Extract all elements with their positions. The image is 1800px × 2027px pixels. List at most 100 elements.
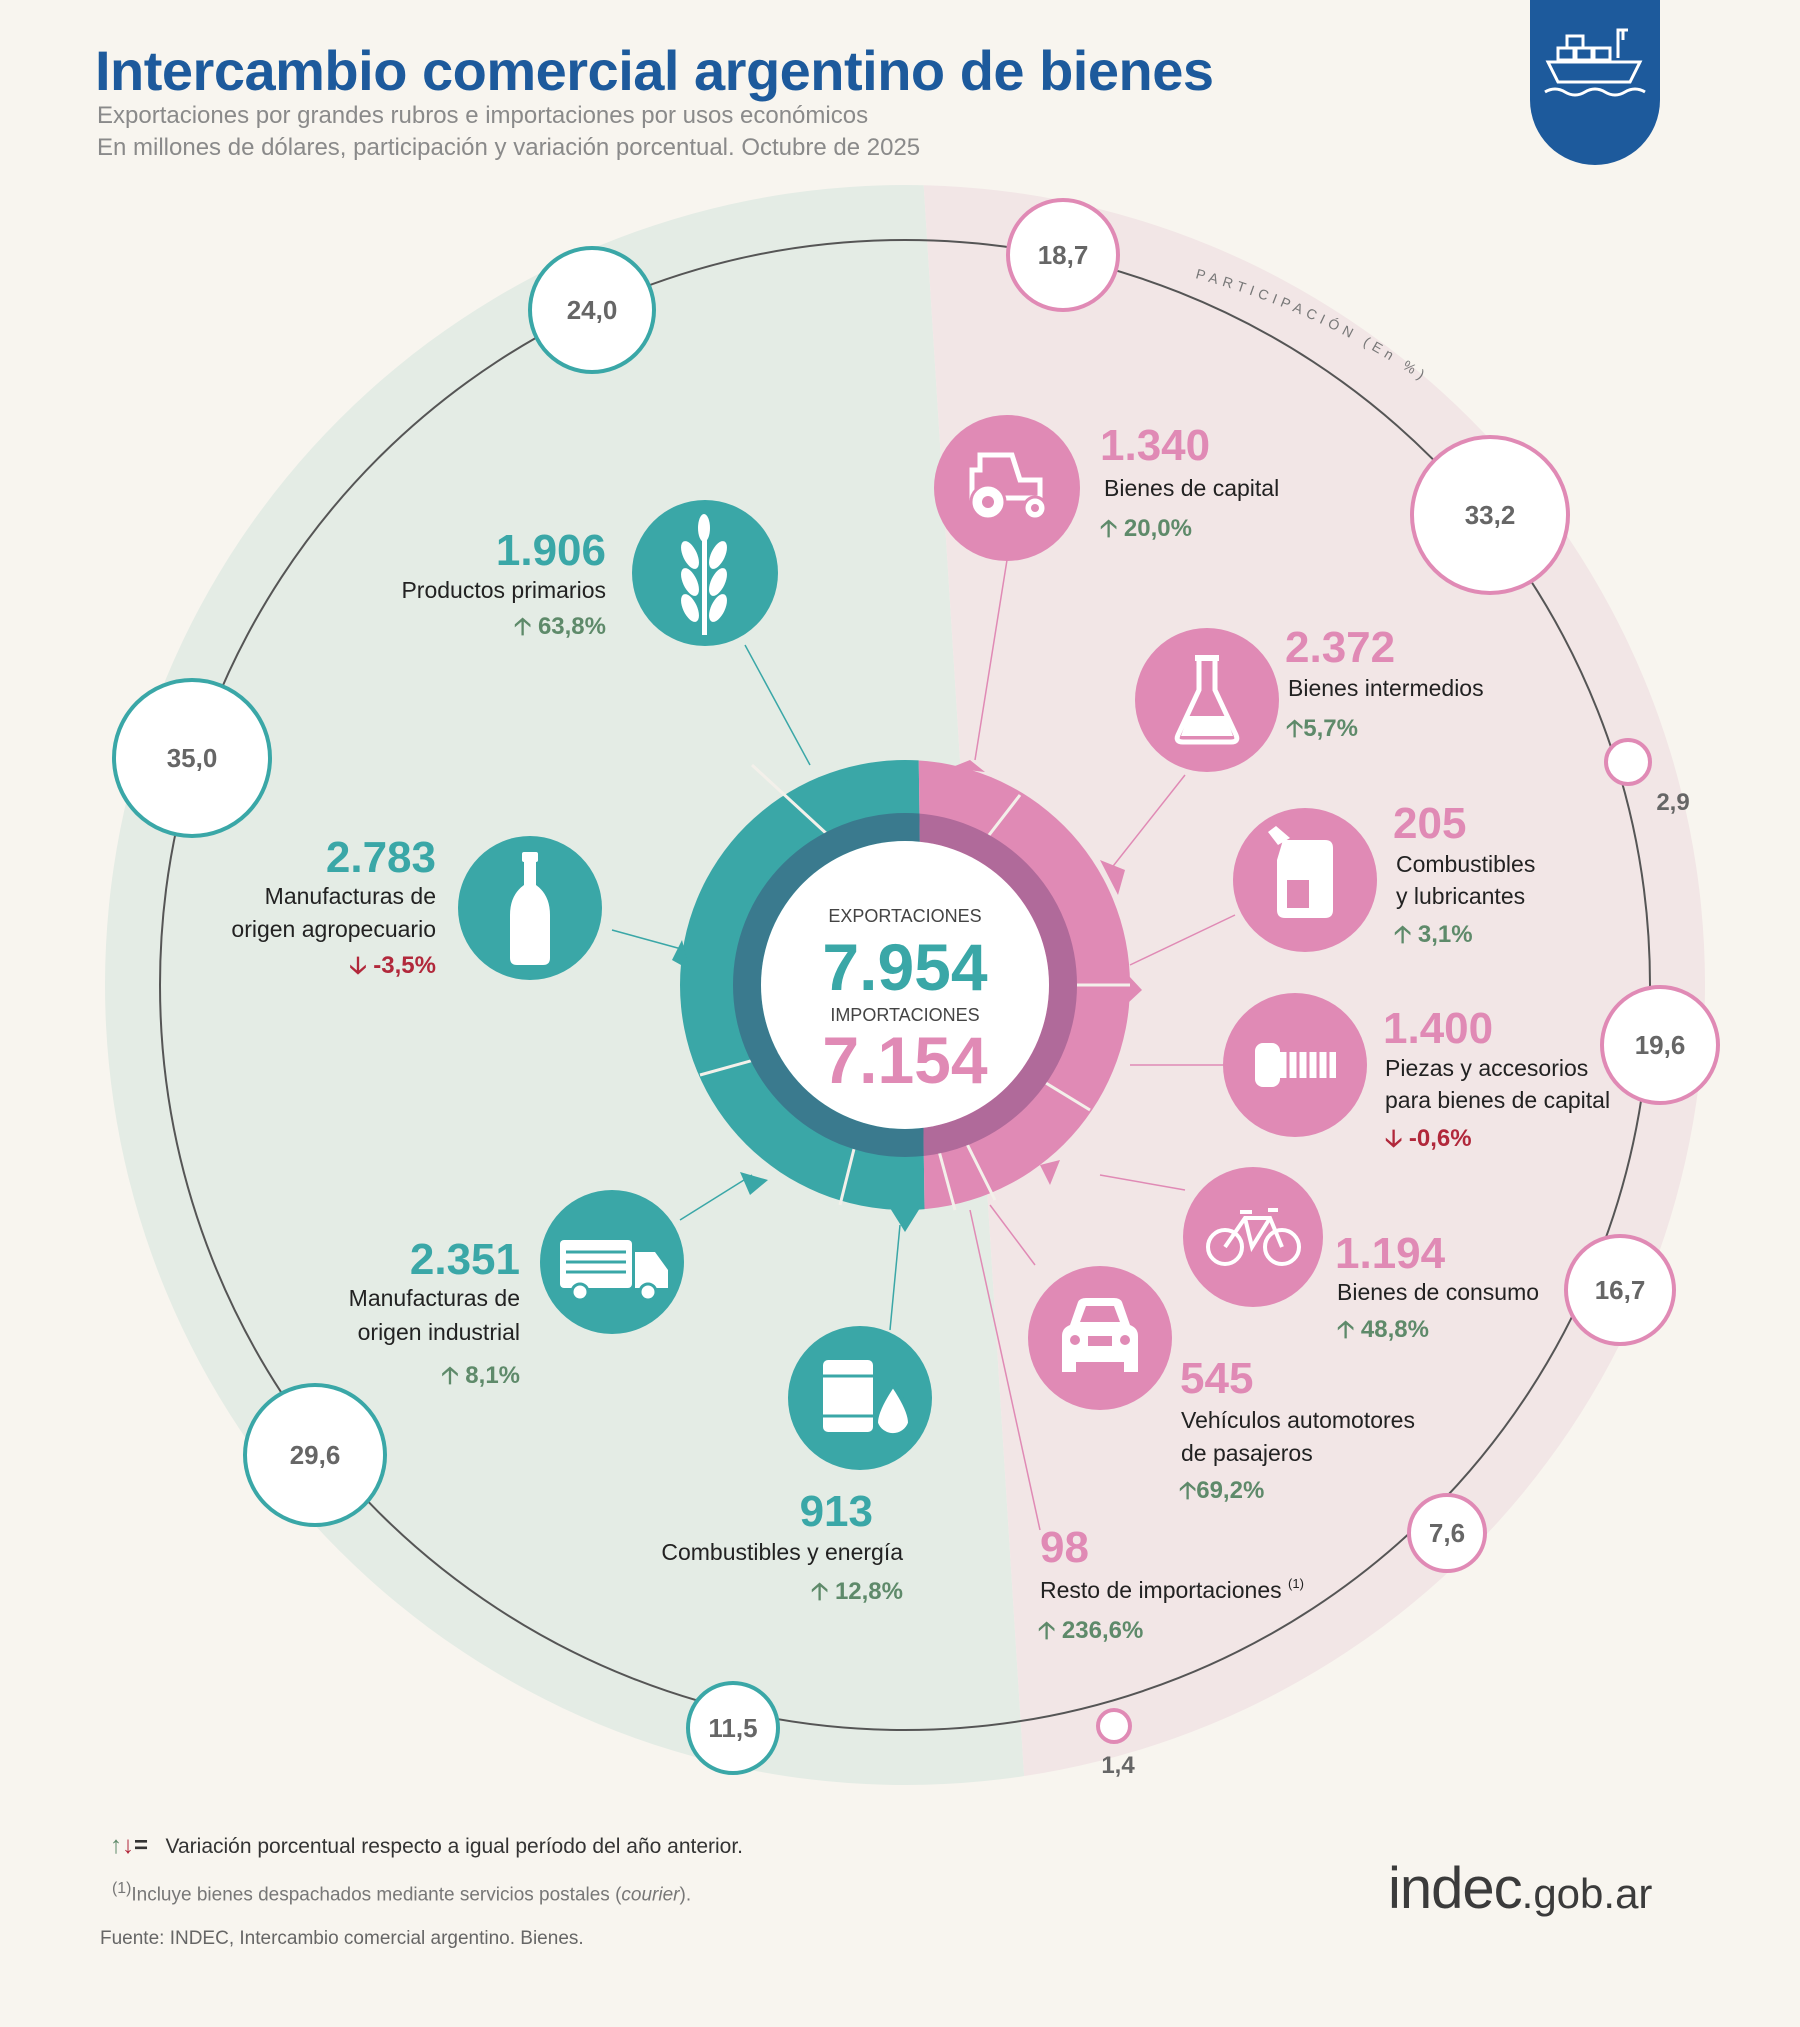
import-connectors bbox=[969, 559, 1236, 1531]
logo-domain: .gob.ar bbox=[1521, 1870, 1653, 1917]
subtitle-line-1: Exportaciones por grandes rubros e impor… bbox=[97, 102, 869, 129]
vehiculos-value: 545 bbox=[1180, 1354, 1253, 1403]
combustibles-lubricantes-name-2: y lubricantes bbox=[1396, 883, 1525, 909]
productos-primarios-value: 1.906 bbox=[496, 526, 606, 575]
center-gear bbox=[672, 760, 1142, 1232]
share-bienes-intermedios: 33,2 bbox=[1465, 500, 1516, 530]
productos-primarios-change: 🡡 63,8% bbox=[514, 613, 606, 640]
share-bubble-moi bbox=[686, 1681, 780, 1775]
share-bubble-resto bbox=[1096, 1708, 1132, 1744]
bienes-capital-name: Bienes de capital bbox=[1104, 475, 1279, 501]
wheat-icon bbox=[681, 514, 727, 635]
share-bienes-consumo: 16,7 bbox=[1595, 1275, 1646, 1305]
bicycle-icon bbox=[1206, 1208, 1301, 1266]
share-bubble-bienes-consumo bbox=[1564, 1234, 1676, 1346]
bienes-capital-change: 🡡 20,0% bbox=[1100, 515, 1192, 542]
combustibles-lubricantes-change: 🡡 3,1% bbox=[1394, 921, 1473, 948]
vehiculos-change: 🡡69,2% bbox=[1179, 1477, 1264, 1504]
vehiculos-name-2: de pasajeros bbox=[1181, 1440, 1313, 1466]
footnote-text-a: Incluye bienes despachados mediante serv… bbox=[131, 1884, 622, 1906]
bienes-intermedios-name: Bienes intermedios bbox=[1288, 675, 1484, 701]
share-bubble-vehiculos bbox=[1407, 1493, 1487, 1573]
share-bubble-piezas-accesorios bbox=[1600, 985, 1720, 1105]
combustibles-lubricantes-value: 205 bbox=[1393, 799, 1466, 848]
source: Fuente: INDEC, Intercambio comercial arg… bbox=[100, 1928, 584, 1949]
cargo-ship-icon bbox=[1544, 28, 1646, 97]
moa-name-2: origen agropecuario bbox=[231, 916, 436, 942]
bienes-consumo-circle bbox=[1183, 1167, 1323, 1307]
resto-change: 🡡 236,6% bbox=[1038, 1617, 1143, 1644]
share-combustibles-lubricantes: 2,9 bbox=[1656, 789, 1689, 816]
flask-icon bbox=[1174, 655, 1240, 745]
imports-label: IMPORTACIONES bbox=[830, 1005, 979, 1025]
share-bubble-productos-primarios bbox=[112, 678, 272, 838]
exports-categories bbox=[458, 500, 932, 1470]
moa-name-1: Manufacturas de bbox=[265, 883, 436, 909]
imports-categories bbox=[934, 415, 1377, 1410]
moi-value: 2.351 bbox=[410, 1235, 520, 1284]
bottle-icon bbox=[510, 852, 550, 965]
trade-badge bbox=[1530, 0, 1660, 165]
footnote: (1)Incluye bienes despachados mediante s… bbox=[112, 1880, 691, 1906]
bienes-intermedios-value: 2.372 bbox=[1285, 623, 1395, 672]
imports-background bbox=[912, 185, 1705, 1785]
subtitle-line-2: En millones de dólares, participación y … bbox=[97, 134, 921, 161]
bolt-icon bbox=[1255, 1043, 1336, 1087]
combustibles-energia-name: Combustibles y energía bbox=[661, 1539, 903, 1565]
share-resto: 1,4 bbox=[1101, 1752, 1135, 1779]
export-labels: 1.906 Productos primarios 🡡 63,8% 2.783 … bbox=[231, 526, 903, 1605]
footnote-text-b: ). bbox=[679, 1884, 692, 1906]
bienes-capital-circle bbox=[934, 415, 1080, 561]
share-moi: 11,5 bbox=[708, 1713, 757, 1743]
moi-change: 🡡 8,1% bbox=[441, 1362, 520, 1389]
exports-total: 7.954 bbox=[822, 930, 987, 1004]
share-productos-primarios: 35,0 bbox=[167, 743, 218, 773]
share-moa: 29,6 bbox=[290, 1440, 341, 1470]
bienes-consumo-name: Bienes de consumo bbox=[1337, 1279, 1539, 1305]
logo-main: indec bbox=[1388, 1856, 1523, 1921]
truck-icon bbox=[560, 1240, 668, 1302]
indec-logo[interactable]: indec.gob.ar bbox=[1388, 1855, 1652, 1922]
participation-ring bbox=[159, 239, 1651, 1731]
fuel-can-icon bbox=[1268, 826, 1333, 918]
vehiculos-name-1: Vehículos automotores bbox=[1181, 1407, 1415, 1433]
bienes-capital-value: 1.340 bbox=[1100, 421, 1210, 470]
resto-name: Resto de importaciones (1) bbox=[1040, 1576, 1304, 1603]
productos-primarios-name: Productos primarios bbox=[401, 577, 606, 603]
piezas-accesorios-name-2: para bienes de capital bbox=[1385, 1087, 1610, 1113]
moa-change: 🡣 -3,5% bbox=[349, 952, 436, 979]
piezas-accesorios-value: 1.400 bbox=[1383, 1004, 1493, 1053]
share-vehiculos: 7,6 bbox=[1429, 1518, 1465, 1548]
moi-name-2: origen industrial bbox=[358, 1319, 520, 1345]
exports-label: EXPORTACIONES bbox=[828, 906, 981, 926]
share-piezas-accesorios: 19,6 bbox=[1635, 1030, 1686, 1060]
bienes-consumo-value: 1.194 bbox=[1335, 1229, 1446, 1278]
page-title: Intercambio comercial argentino de biene… bbox=[95, 39, 1214, 102]
bienes-intermedios-change: 🡡5,7% bbox=[1286, 715, 1358, 742]
moa-value: 2.783 bbox=[326, 833, 436, 882]
share-combustibles-energia: 24,0 bbox=[567, 295, 618, 325]
share-bubble-moa bbox=[243, 1383, 387, 1527]
share-bubble-bienes-capital bbox=[1006, 198, 1120, 312]
share-bienes-capital: 18,7 bbox=[1038, 240, 1089, 270]
share-bubble-combustibles-energia bbox=[528, 246, 656, 374]
bienes-intermedios-circle bbox=[1135, 628, 1279, 772]
legend-arrows-icon: ↑↓= bbox=[110, 1832, 149, 1859]
legend: ↑↓= Variación porcentual respecto a igua… bbox=[110, 1832, 743, 1860]
export-connectors bbox=[611, 644, 901, 1331]
resto-value: 98 bbox=[1040, 1523, 1089, 1572]
tractor-icon bbox=[969, 452, 1048, 521]
subtitle: Exportaciones por grandes rubros e impor… bbox=[97, 100, 920, 164]
imports-total: 7.154 bbox=[822, 1023, 987, 1097]
footnote-italic: courier bbox=[621, 1884, 680, 1906]
oil-barrel-icon bbox=[823, 1360, 913, 1438]
moi-name-1: Manufacturas de bbox=[349, 1285, 520, 1311]
combustibles-lubricantes-name-1: Combustibles bbox=[1396, 851, 1535, 877]
share-bubble-bienes-intermedios bbox=[1410, 435, 1570, 595]
combustibles-energia-value: 913 bbox=[800, 1487, 873, 1536]
piezas-accesorios-name-1: Piezas y accesorios bbox=[1385, 1055, 1588, 1081]
car-icon bbox=[1062, 1298, 1138, 1372]
combustibles-energia-change: 🡡 12,8% bbox=[811, 1578, 903, 1605]
footnote-marker: (1) bbox=[112, 1880, 132, 1897]
